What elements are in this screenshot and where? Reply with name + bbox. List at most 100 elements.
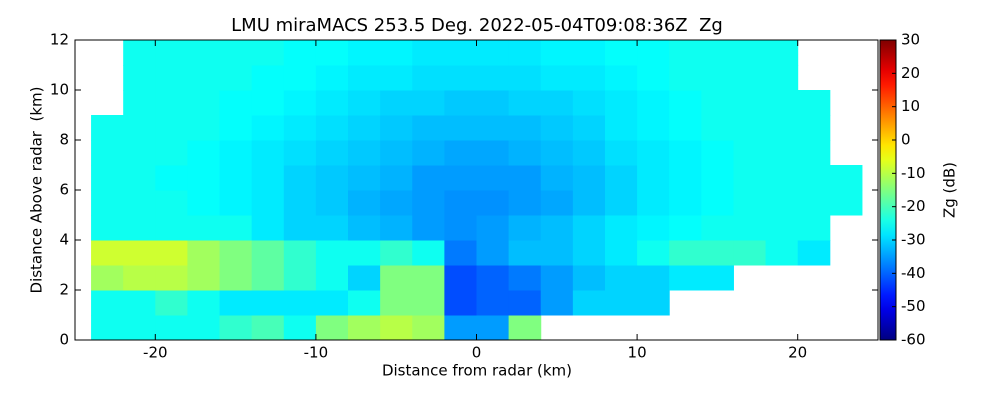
y-tick-label: 0 <box>59 331 69 349</box>
heatmap-cell <box>123 290 156 316</box>
heatmap-cell <box>572 240 606 266</box>
heatmap <box>91 40 863 341</box>
heatmap-cell <box>572 115 606 141</box>
heatmap-cell <box>444 115 477 141</box>
heatmap-cell <box>187 65 221 91</box>
heatmap-cell <box>187 290 221 316</box>
heatmap-cell <box>155 265 188 291</box>
heatmap-cell <box>701 265 734 291</box>
x-tick-label: -20 <box>143 344 168 362</box>
heatmap-cell <box>348 290 381 316</box>
heatmap-cell <box>508 315 542 341</box>
heatmap-cell <box>540 215 574 241</box>
heatmap-cell <box>155 65 188 91</box>
heatmap-cell <box>412 165 445 191</box>
heatmap-cell <box>669 265 702 291</box>
heatmap-cell <box>476 90 510 116</box>
heatmap-cell <box>637 65 670 91</box>
heatmap-cell <box>444 240 477 266</box>
heatmap-cell <box>765 240 799 266</box>
heatmap-cell <box>765 215 799 241</box>
heatmap-cell <box>604 65 638 91</box>
heatmap-cell <box>283 265 317 291</box>
heatmap-cell <box>476 140 510 166</box>
heatmap-cell <box>219 65 253 91</box>
heatmap-cell <box>348 265 381 291</box>
heatmap-cell <box>540 290 574 316</box>
heatmap-cell <box>123 40 156 66</box>
heatmap-cell <box>476 115 510 141</box>
y-tick-label: 8 <box>59 131 69 149</box>
heatmap-cell <box>91 265 124 291</box>
heatmap-cell <box>701 215 734 241</box>
heatmap-cell <box>637 115 670 141</box>
heatmap-cell <box>508 165 542 191</box>
heatmap-cell <box>155 215 188 241</box>
heatmap-cell <box>572 190 606 216</box>
heatmap-cell <box>380 315 413 341</box>
heatmap-cell <box>476 215 510 241</box>
heatmap-cell <box>540 90 574 116</box>
heatmap-cell <box>444 140 477 166</box>
heatmap-cell <box>380 215 413 241</box>
heatmap-cell <box>572 140 606 166</box>
heatmap-cell <box>155 290 188 316</box>
heatmap-cell <box>572 90 606 116</box>
heatmap-cell <box>219 290 253 316</box>
heatmap-cell <box>251 165 285 191</box>
heatmap-cell <box>797 240 831 266</box>
heatmap-cell <box>155 165 188 191</box>
heatmap-cell <box>669 215 702 241</box>
colorbar-tick-label: 30 <box>901 31 920 49</box>
heatmap-cell <box>219 315 253 341</box>
axes: -20 -10 0 10 20 0 2 4 6 8 10 12 -60 -50 -40 -30 -20 -10 0 1… <box>50 31 926 362</box>
heatmap-cell <box>508 115 542 141</box>
heatmap-cell <box>348 190 381 216</box>
heatmap-cell <box>572 215 606 241</box>
heatmap-cell <box>412 65 445 91</box>
heatmap-cell <box>380 190 413 216</box>
heatmap-cell <box>283 65 317 91</box>
heatmap-cell <box>797 115 831 141</box>
heatmap-cell <box>701 90 734 116</box>
heatmap-cell <box>412 115 445 141</box>
heatmap-cell <box>701 65 734 91</box>
heatmap-cell <box>604 40 638 66</box>
heatmap-cell <box>669 90 702 116</box>
y-tick-label: 2 <box>59 281 69 299</box>
heatmap-cell <box>733 40 767 66</box>
heatmap-cell <box>637 290 670 316</box>
heatmap-cell <box>251 265 285 291</box>
heatmap-cell <box>476 290 510 316</box>
heatmap-cell <box>444 290 477 316</box>
heatmap-cell <box>604 265 638 291</box>
colorbar-tick-label: -50 <box>901 297 926 315</box>
heatmap-cell <box>476 190 510 216</box>
heatmap-cell <box>572 40 606 66</box>
heatmap-cell <box>91 290 124 316</box>
heatmap-cell <box>187 140 221 166</box>
heatmap-cell <box>187 240 221 266</box>
heatmap-cell <box>155 190 188 216</box>
heatmap-cell <box>348 115 381 141</box>
heatmap-cell <box>187 90 221 116</box>
heatmap-cell <box>315 115 349 141</box>
heatmap-cell <box>412 290 445 316</box>
heatmap-cell <box>572 65 606 91</box>
heatmap-cell <box>669 190 702 216</box>
heatmap-cell <box>797 215 831 241</box>
heatmap-cell <box>123 165 156 191</box>
heatmap-cell <box>155 90 188 116</box>
heatmap-cell <box>91 315 124 341</box>
heatmap-cell <box>765 140 799 166</box>
heatmap-cell <box>251 90 285 116</box>
colorbar-tick-label: 0 <box>901 131 911 149</box>
heatmap-cell <box>733 165 767 191</box>
heatmap-cell <box>91 140 124 166</box>
heatmap-cell <box>444 315 477 341</box>
heatmap-cell <box>283 215 317 241</box>
heatmap-cell <box>540 190 574 216</box>
y-tick-label: 4 <box>59 231 69 249</box>
heatmap-cell <box>444 190 477 216</box>
heatmap-cell <box>572 290 606 316</box>
